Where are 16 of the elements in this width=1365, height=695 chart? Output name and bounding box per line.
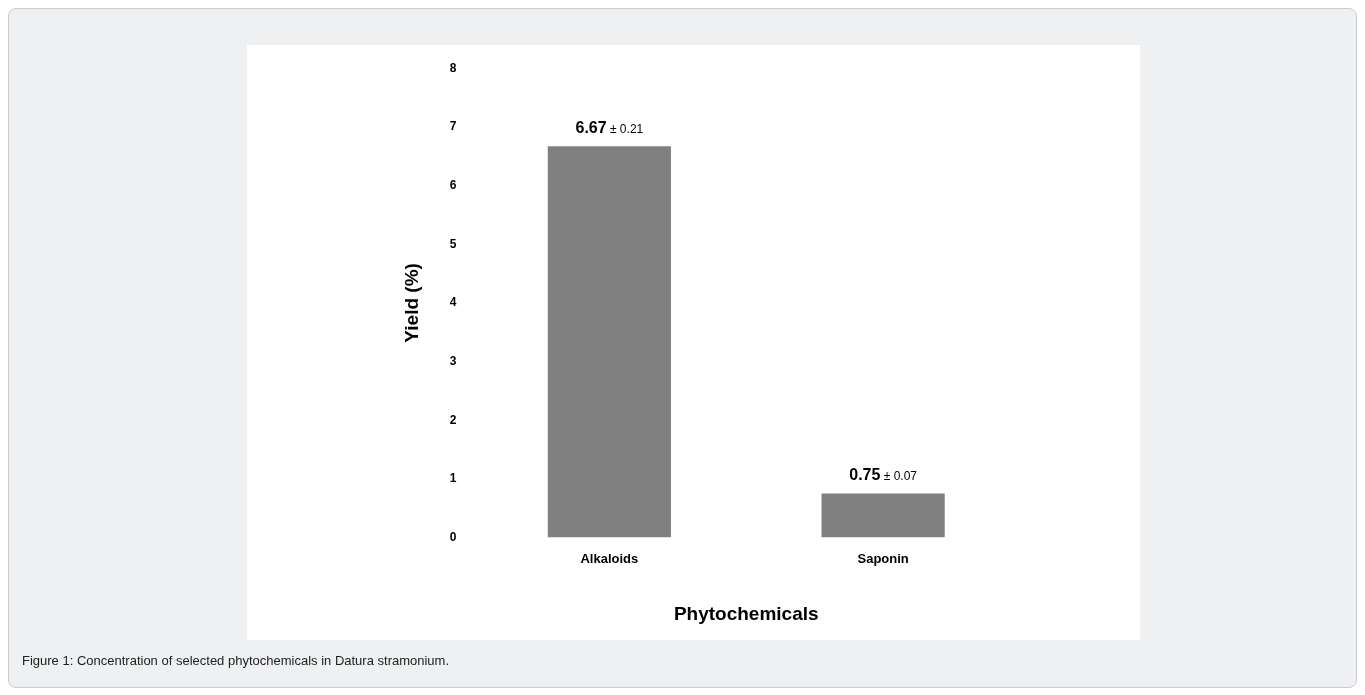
y-tick-label: 5 — [449, 236, 457, 251]
y-tick-label: 7 — [449, 119, 457, 134]
x-tick-label: Saponin — [857, 550, 909, 566]
caption: Figure 1: Concentration of selected phytochemicals in Datura stramonium. — [22, 653, 450, 668]
y-tick-label: 3 — [449, 353, 457, 368]
y-tick-label: 8 — [449, 60, 457, 75]
y-tick-label: 1 — [449, 471, 457, 486]
y-axis-title: Yield (%) — [400, 263, 422, 343]
y-tick-label: 6 — [449, 177, 457, 192]
y-tick-label: 2 — [449, 412, 457, 427]
data-label: 6.67 ± 0.21 — [575, 118, 644, 136]
y-tick-label: 0 — [449, 529, 457, 544]
x-tick-label: Alkaloids — [580, 550, 639, 566]
x-axis-title: Phytochemicals — [673, 602, 819, 624]
y-tick-label: 4 — [449, 295, 457, 310]
data-label: 0.75 ± 0.07 — [849, 466, 918, 483]
